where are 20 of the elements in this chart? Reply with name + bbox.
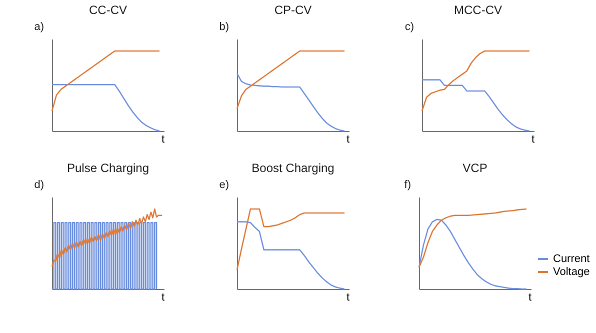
text: b)	[219, 21, 229, 33]
x-axis-title: t	[531, 134, 534, 146]
x-axis-title: t	[346, 134, 350, 146]
chart-title: Pulse Charging	[66, 161, 150, 175]
legend-label: Current	[553, 253, 590, 265]
text: e)	[219, 179, 229, 191]
text: c)	[404, 21, 414, 33]
x-axis-title: t	[528, 292, 532, 304]
x-axis-title: t	[346, 292, 350, 304]
chart-title: MCC-CV	[454, 3, 502, 17]
text: a)	[34, 21, 44, 33]
text: d)	[34, 179, 44, 191]
text: f)	[404, 179, 411, 191]
chart-title: CC-CV	[89, 3, 127, 17]
chart-title: CP-CV	[274, 3, 312, 17]
chart-title: VCP	[462, 161, 488, 175]
chart-title: Boost Charging	[252, 161, 334, 175]
x-axis-title: t	[161, 292, 164, 304]
x-axis-title: t	[161, 134, 164, 146]
legend-label: Voltage	[553, 266, 590, 278]
